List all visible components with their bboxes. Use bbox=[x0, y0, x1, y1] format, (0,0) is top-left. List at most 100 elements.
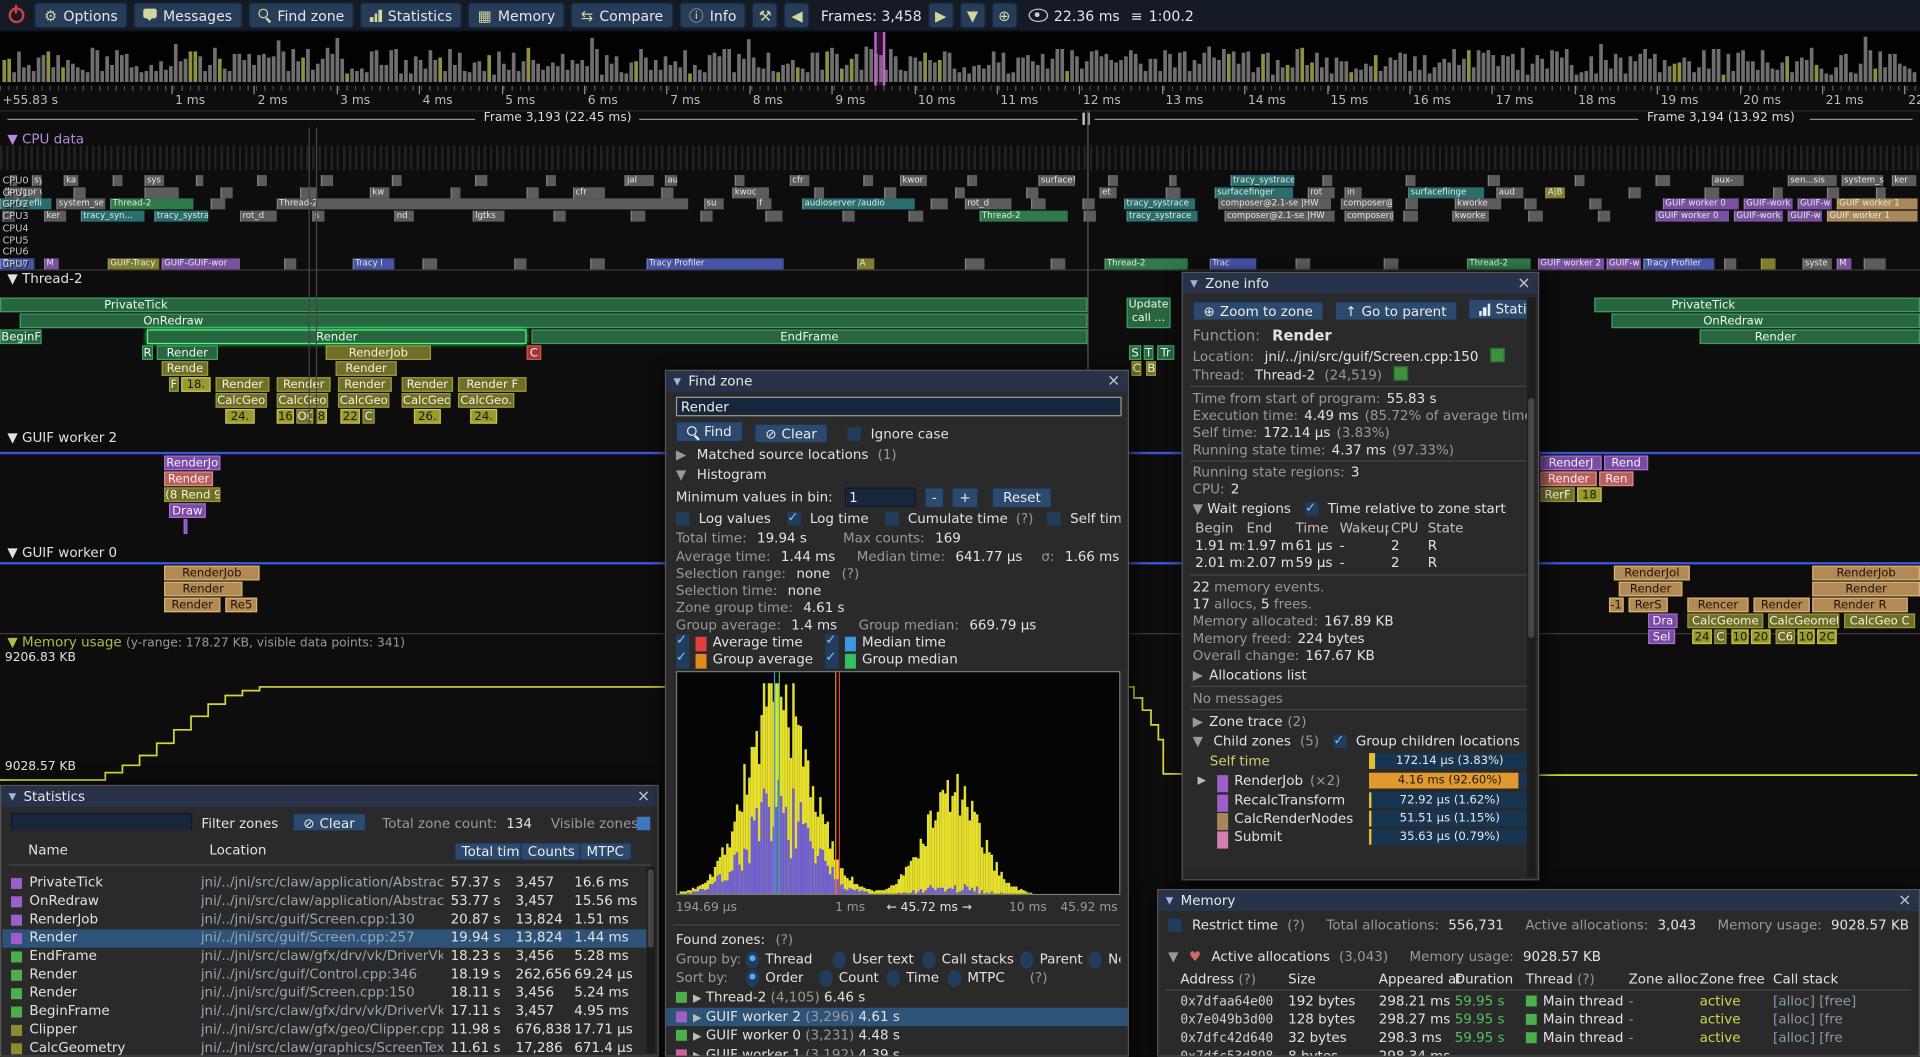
cpu-zone-segment[interactable] bbox=[955, 187, 965, 198]
timeline-zone[interactable]: Render bbox=[216, 377, 270, 392]
close-icon[interactable]: × bbox=[1517, 276, 1530, 292]
wait-regions-header[interactable]: ▼ Wait regions bbox=[1193, 501, 1291, 517]
restrict-time-checkbox[interactable] bbox=[1168, 918, 1181, 931]
cpu-zone-segment[interactable] bbox=[553, 211, 565, 222]
collapse-icon[interactable]: ▼ bbox=[1190, 278, 1198, 289]
cpu-zone-segment[interactable]: GUIF-w bbox=[1788, 211, 1822, 222]
cpu-zone-segment[interactable] bbox=[1108, 175, 1118, 186]
close-icon[interactable]: × bbox=[637, 789, 650, 805]
timeline-zone[interactable] bbox=[184, 519, 188, 534]
cpu-zone-segment[interactable]: GUIF-w bbox=[1798, 199, 1832, 210]
timeline-zone[interactable]: CalcGeo bbox=[402, 393, 451, 408]
cpu-zone-segment[interactable] bbox=[1026, 187, 1038, 198]
cpu-zone-segment[interactable]: surfacefinger bbox=[1215, 187, 1293, 198]
memory-alloc-row[interactable]: 0x7dfc42d64032 bytes298.3 ms59.95 sMain … bbox=[1158, 1030, 1920, 1048]
found-group-row[interactable]: ▶ Thread-2 (4,105) 6.46 s bbox=[666, 988, 1129, 1006]
cpu-zone-segment[interactable]: composer@ bbox=[1344, 211, 1393, 222]
scrollbar[interactable] bbox=[647, 867, 656, 1053]
cpu-zone-segment[interactable]: Thread-2 bbox=[110, 199, 193, 210]
cpu-zone-segment[interactable] bbox=[144, 187, 178, 198]
timeline-zone[interactable]: CalcGeo bbox=[277, 393, 328, 408]
info-button[interactable]: ⓘInfo bbox=[679, 2, 746, 28]
timeline-zone[interactable]: Re5 bbox=[225, 598, 257, 613]
cpu-zone-segment[interactable]: kworke bbox=[1452, 211, 1489, 222]
timeline-zone[interactable]: Render bbox=[338, 377, 392, 392]
memory-col-header[interactable]: Appeared at bbox=[1379, 971, 1462, 988]
goto-frame-button[interactable]: ⊕ bbox=[991, 2, 1017, 28]
column-header-total-time[interactable]: Total tim bbox=[454, 842, 527, 859]
tools-button[interactable]: ⚒ bbox=[752, 2, 778, 28]
timeline-zone[interactable]: C bbox=[1131, 361, 1141, 376]
timeline-zone[interactable]: Update call … bbox=[1127, 298, 1171, 329]
expand-icon[interactable]: ▶ bbox=[693, 1031, 701, 1043]
memory-usage-header[interactable]: ▼ Memory usage (y-range: 178.27 KB, visi… bbox=[7, 634, 405, 650]
cpu-zone-segment[interactable] bbox=[422, 258, 437, 269]
group-average-checkbox[interactable] bbox=[676, 651, 689, 668]
timeline-zone[interactable]: -17 bbox=[1609, 598, 1624, 613]
timeline-zone[interactable]: 26. bbox=[414, 409, 441, 424]
cpu-zone-segment[interactable] bbox=[1488, 175, 1500, 186]
timeline-zone[interactable]: CalcGeo. bbox=[458, 393, 514, 408]
timeline-zone[interactable]: T bbox=[1144, 345, 1154, 360]
wait-region-row[interactable]: 2.01 ms2.07 ms59 µs-2R bbox=[1183, 555, 1539, 572]
radio-thread[interactable] bbox=[746, 951, 759, 968]
cpu-zone-segment[interactable] bbox=[527, 187, 539, 198]
cpu-zone-segment[interactable]: GUIF-w bbox=[1607, 258, 1641, 269]
timeline-zone[interactable]: Rende bbox=[162, 361, 209, 376]
timeline-zone[interactable]: 8 bbox=[316, 409, 327, 424]
min-bin-decrease-button[interactable]: - bbox=[924, 487, 944, 507]
statistics-titlebar[interactable]: ▼ Statistics × bbox=[1, 786, 657, 807]
cpu-zone-segment[interactable]: GUIF worker 1 bbox=[1837, 199, 1918, 210]
min-bin-input[interactable] bbox=[844, 487, 915, 507]
power-icon[interactable] bbox=[9, 7, 25, 23]
timeline-zone[interactable]: RerF bbox=[1540, 487, 1574, 502]
collapse-icon[interactable]: ▼ bbox=[1166, 895, 1174, 906]
timeline-zone[interactable]: OC bbox=[296, 409, 313, 424]
cpu-zone-segment[interactable]: surfaceflinge bbox=[1408, 187, 1484, 198]
timeline-zone[interactable]: Render R bbox=[1812, 598, 1908, 613]
timeline-zone[interactable]: 18 bbox=[1577, 487, 1601, 502]
cpu-zone-segment[interactable]: GUIF-work bbox=[1734, 211, 1783, 222]
timeline-zone[interactable]: C bbox=[1714, 629, 1726, 644]
timeline-zone[interactable]: Render bbox=[1540, 471, 1596, 486]
active-allocations-header[interactable]: Active allocations bbox=[1211, 949, 1329, 965]
stats-row[interactable]: PrivateTickjni/../jni/src/claw/applicati… bbox=[2, 874, 649, 892]
cpu-zone-segment[interactable] bbox=[1598, 211, 1610, 222]
timeline-zone[interactable]: B bbox=[1146, 361, 1156, 376]
cpu-zone-segment[interactable] bbox=[1773, 187, 1783, 198]
cumulate-time-checkbox[interactable] bbox=[885, 512, 898, 525]
timeline-zone[interactable]: Render bbox=[164, 471, 213, 486]
zone-statistics-button[interactable]: Statistics bbox=[1468, 299, 1531, 320]
ignore-case-checkbox[interactable] bbox=[847, 427, 860, 440]
cpu-zone-segment[interactable]: Tracy Profiler bbox=[647, 258, 784, 269]
alloc-call-stack[interactable]: [alloc] [fre bbox=[1773, 1030, 1843, 1047]
cpu-zone-segment[interactable]: ker bbox=[1892, 175, 1916, 186]
cpu-zone-segment[interactable]: cfr bbox=[790, 175, 810, 186]
timeline-zone[interactable]: Render bbox=[1753, 598, 1809, 613]
memory-alloc-row[interactable]: 0x7e049b3d00128 bytes298.27 ms59.95 sMai… bbox=[1158, 1011, 1920, 1029]
scrollbar[interactable] bbox=[1527, 298, 1536, 877]
timeline-zone[interactable]: Sel bbox=[1648, 629, 1675, 644]
timeline-zone[interactable]: 18. bbox=[181, 377, 210, 392]
timeline-zone[interactable]: 24 bbox=[1692, 629, 1712, 644]
cpu-zone-segment[interactable]: Trac bbox=[1210, 258, 1257, 269]
cpu-zone-segment[interactable] bbox=[1704, 187, 1719, 198]
column-header-location[interactable]: Location bbox=[209, 842, 266, 859]
timeline-zone[interactable]: Tr bbox=[1157, 345, 1174, 360]
cpu-zone-segment[interactable]: system_se bbox=[56, 199, 105, 210]
histogram-header[interactable]: Histogram bbox=[697, 467, 767, 483]
cpu-zone-segment[interactable]: aud bbox=[1496, 187, 1523, 198]
cpu-zone-segment[interactable]: tracy_systrace bbox=[1124, 199, 1195, 210]
cpu-zone-segment[interactable]: M bbox=[44, 258, 59, 269]
cpu-zone-segment[interactable] bbox=[1524, 199, 1536, 210]
timeline-zone[interactable]: R bbox=[142, 345, 153, 360]
memory-alloc-row[interactable]: 0x7dfc53d8988 bytes298.34 ms bbox=[1158, 1048, 1920, 1057]
memory-col-header[interactable]: Call stack bbox=[1773, 971, 1838, 988]
stats-row[interactable]: RenderJobjni/../jni/src/guif/Screen.cpp:… bbox=[2, 911, 649, 929]
timeline-zone[interactable]: F bbox=[169, 377, 179, 392]
cpu-zone-segment[interactable] bbox=[1406, 199, 1418, 210]
memory-alloc-row[interactable]: 0x7dfaa64e00192 bytes298.21 ms59.95 sMai… bbox=[1158, 993, 1920, 1011]
cpu-zone-segment[interactable]: nd bbox=[394, 211, 414, 222]
alloc-call-stack[interactable]: [alloc] [fre bbox=[1773, 1011, 1843, 1028]
cpu-zone-segment[interactable] bbox=[735, 175, 745, 186]
